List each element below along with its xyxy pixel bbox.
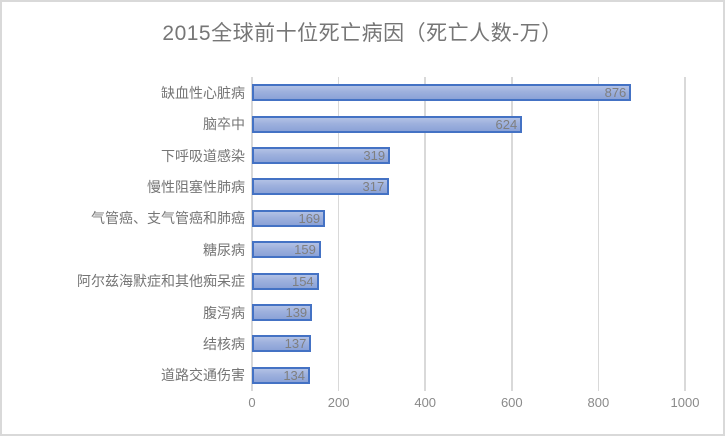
bar-row: 319 [252,140,685,171]
bar: 154 [252,272,319,290]
bar: 134 [252,366,311,384]
category-label: 腹泻病 [203,304,245,321]
category-label: 缺血性心脏病 [161,84,245,101]
bar-row: 134 [252,360,685,391]
category-label: 结核病 [203,335,245,352]
bar-row: 154 [252,265,685,296]
category-label: 阿尔兹海默症和其他痴呆症 [77,273,245,290]
x-tick-label: 1000 [670,395,700,410]
gridline [251,77,253,391]
bar: 169 [252,209,326,227]
bar-value-label: 154 [291,273,314,289]
x-tick-label: 600 [500,395,523,410]
plot-area: 876 624 319 317 169 159 154 139 137 134 [251,77,686,391]
x-tick-label: 200 [327,395,350,410]
chart-title: 2015全球前十位死亡病因（死亡人数-万） [162,22,563,45]
category-label: 气管癌、支气管癌和肺癌 [91,210,245,227]
bar: 139 [252,304,313,322]
bar-row: 137 [252,328,685,359]
bar-value-label: 169 [298,210,321,226]
bar-value-label: 317 [362,179,385,195]
bar: 624 [252,115,523,133]
bar-row: 876 [252,77,685,108]
category-label: 糖尿病 [203,241,245,258]
category-label: 下呼吸道感染 [161,147,245,164]
x-tick-label: 0 [248,395,256,410]
bar-row: 624 [252,108,685,139]
category-label: 道路交通伤害 [161,367,245,384]
gridline [597,77,600,391]
bar-value-label: 137 [284,336,307,352]
x-tick-label: 400 [414,395,437,410]
bar-row: 169 [252,203,685,234]
bar-row: 159 [252,234,685,265]
x-tick-label: 800 [587,395,610,410]
bar-value-label: 624 [495,116,518,132]
gridline [337,77,340,391]
bar: 319 [252,147,391,165]
bar-rows: 876 624 319 317 169 159 154 139 137 134 [252,77,685,391]
category-axis: 缺血性心脏病脑卒中下呼吸道感染慢性阻塞性肺病气管癌、支气管癌和肺癌糖尿病阿尔兹海… [2,77,245,391]
bar-value-label: 876 [604,85,627,101]
gridline [511,77,513,391]
bar-value-label: 159 [294,242,316,258]
bar: 159 [252,241,321,259]
bar-value-label: 139 [285,305,308,321]
category-label: 脑卒中 [203,116,245,133]
bar: 876 [252,84,632,102]
bar: 137 [252,335,312,353]
gridline [684,77,686,391]
bar-row: 139 [252,297,685,328]
bar-value-label: 319 [363,148,386,164]
bar: 317 [252,178,390,196]
bar-value-label: 134 [283,367,306,383]
x-axis: 0 200 400 600 800 1000 [248,395,699,417]
category-label: 慢性阻塞性肺病 [147,178,245,195]
gridline [424,77,426,391]
bar-row: 317 [252,171,685,202]
